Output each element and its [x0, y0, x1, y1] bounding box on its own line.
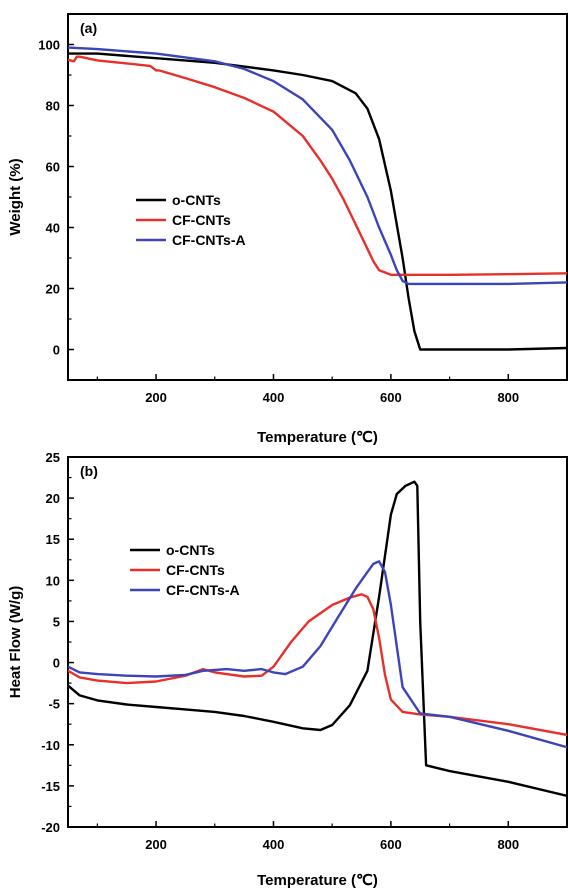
- y-tick-label: 5: [53, 614, 60, 629]
- y-tick-label: 15: [46, 532, 60, 547]
- x-axis-title: Temperature (℃): [257, 429, 378, 446]
- series-line-cf-cnts: [68, 55, 567, 276]
- legend-label: CF-CNTs: [166, 562, 225, 578]
- series-line-cf-cnts-a: [68, 46, 567, 286]
- chart-panel-1: 200 400 600 800 -20 -15 -10 -5 0 5 10 15 20 25 Tempera…: [7, 450, 568, 889]
- x-tick-label: 200: [145, 837, 167, 852]
- y-tick-label: 100: [38, 38, 60, 53]
- x-axis: 200 400 600 800: [96, 821, 519, 852]
- x-tick-label: 200: [145, 390, 167, 405]
- series-group: [68, 480, 567, 797]
- series-line-cf-cnts: [68, 593, 567, 737]
- legend: o-CNTs CF-CNTs CF-CNTs-A: [130, 542, 240, 598]
- y-tick-label: 60: [46, 160, 60, 175]
- plot-frame: [67, 456, 568, 828]
- panel-label: (a): [80, 20, 97, 36]
- y-tick-label: 20: [46, 282, 60, 297]
- x-tick-label: 800: [497, 390, 519, 405]
- y-tick-label: -5: [48, 697, 60, 712]
- legend: o-CNTs CF-CNTs CF-CNTs-A: [136, 192, 246, 248]
- x-tick-label: 800: [497, 837, 519, 852]
- y-tick-label: 0: [53, 343, 60, 358]
- x-axis-title: Temperature (℃): [257, 872, 378, 889]
- y-tick-label: 80: [46, 99, 60, 114]
- series-line-o-cnts: [68, 480, 567, 797]
- y-axis-title: Heat Flow (W/g): [7, 586, 24, 699]
- x-tick-label: 400: [263, 390, 285, 405]
- y-tick-label: -20: [41, 820, 60, 835]
- y-axis-title: Weight (%): [7, 158, 24, 235]
- y-axis: 0 20 40 60 80 100: [38, 38, 74, 358]
- y-tick-label: 25: [46, 450, 60, 465]
- chart-panel-0: 200 400 600 800 0 20 40 60 80 100 Temperature (℃) W…: [7, 13, 568, 446]
- legend-label: o-CNTs: [172, 192, 221, 208]
- x-tick-label: 400: [263, 837, 285, 852]
- y-tick-label: -15: [41, 779, 60, 794]
- series-line-o-cnts: [68, 52, 567, 351]
- series-group: [68, 46, 567, 351]
- y-axis: -20 -15 -10 -5 0 5 10 15 20 25: [41, 450, 74, 835]
- y-tick-label: -10: [41, 738, 60, 753]
- x-tick-label: 600: [380, 390, 402, 405]
- series-line-cf-cnts-a: [68, 560, 567, 749]
- legend-label: CF-CNTs: [172, 212, 231, 228]
- y-tick-label: 40: [46, 221, 60, 236]
- y-tick-label: 0: [53, 656, 60, 671]
- y-tick-label: 10: [46, 573, 60, 588]
- x-axis: 200 400 600 800: [96, 374, 519, 405]
- plot-frame: [67, 13, 568, 381]
- y-tick-label: 20: [46, 491, 60, 506]
- x-tick-label: 600: [380, 837, 402, 852]
- legend-label: CF-CNTs-A: [172, 232, 246, 248]
- panel-label: (b): [80, 463, 98, 479]
- legend-label: o-CNTs: [166, 542, 215, 558]
- legend-label: CF-CNTs-A: [166, 582, 240, 598]
